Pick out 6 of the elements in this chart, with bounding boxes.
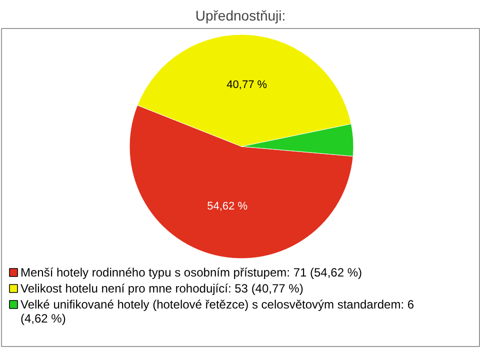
legend-label: Menší hotely rodinného typu s osobním přístupem: 71 (54,62 %) <box>20 266 362 280</box>
chart-title: Upřednostňuji: <box>195 8 286 24</box>
data-label: 54,62 % <box>207 200 248 212</box>
legend-label: Velké unifikované hotely (hotelové řetězce) s celosvětovým standardem: 6 (4,62 %) <box>20 298 414 326</box>
data-label: 40,77 % <box>226 79 268 92</box>
legend-label: Velikost hotelu není pro mne rohodující: 53 (40,77 %) <box>20 282 304 296</box>
